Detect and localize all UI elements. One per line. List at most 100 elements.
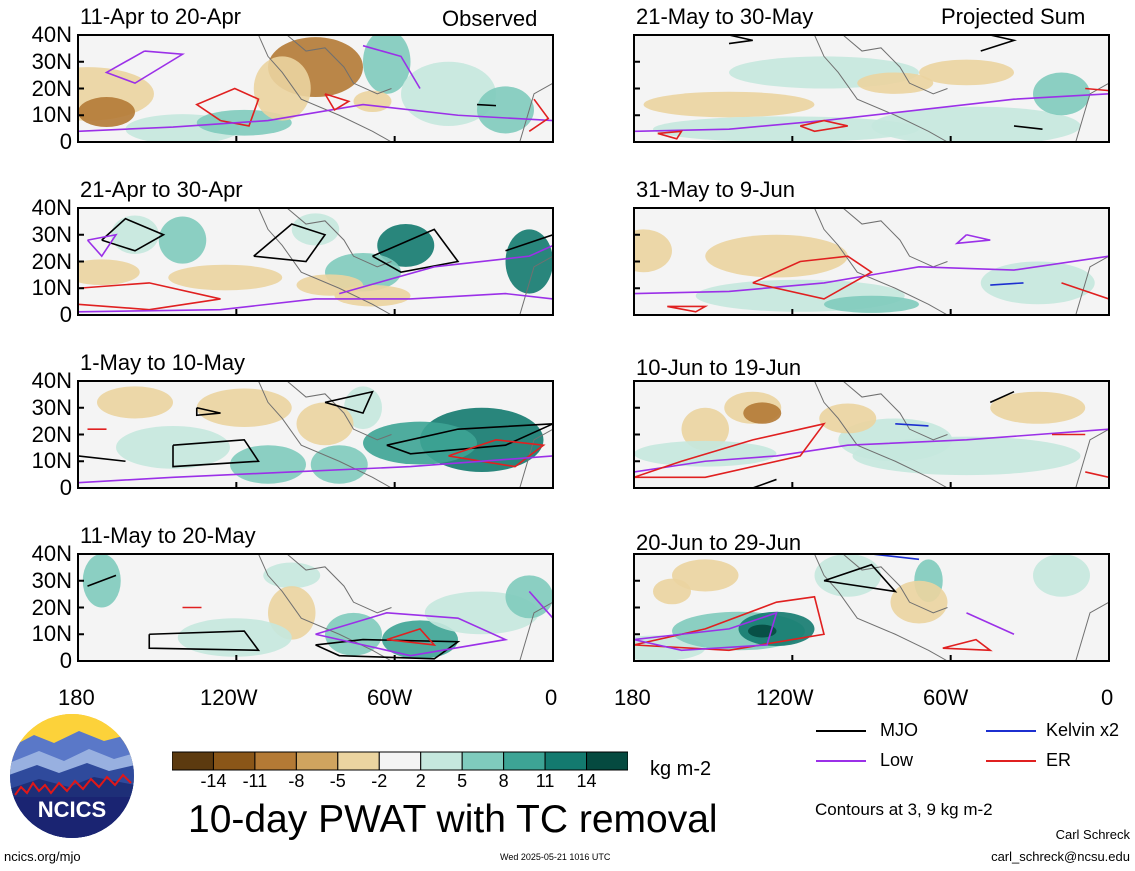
colorbar-swatch: [586, 751, 628, 771]
x-tick-label: 180: [614, 685, 651, 710]
y-tick-label: 30N: [31, 394, 72, 420]
map-panel: [77, 553, 554, 662]
contour-low: [104, 50, 186, 85]
colorbar-swatch: [337, 751, 380, 771]
svg-text:NCICS: NCICS: [38, 797, 106, 822]
y-tick-label: 10N: [31, 448, 72, 474]
colorbar-swatch: [254, 751, 297, 771]
pwat-anomaly-blob: [291, 213, 340, 246]
pwat-anomaly-blob: [78, 97, 135, 128]
author-email[interactable]: carl_schreck@ncsu.edu: [991, 849, 1130, 864]
map-panel: [633, 207, 1110, 316]
contour-mjo: [78, 455, 126, 463]
pwat-anomaly-blob: [705, 234, 848, 278]
contour-low: [634, 93, 1109, 133]
coastline: [258, 381, 392, 488]
x-tick-label: 0: [1101, 685, 1114, 710]
map-panel: [77, 207, 554, 316]
contour-legend: [816, 730, 1036, 762]
map-panel: [633, 34, 1110, 143]
coastline: [286, 208, 392, 268]
pwat-anomaly-blob: [196, 388, 292, 428]
colorbar-units: kg m-2: [650, 758, 712, 780]
coastline: [842, 381, 948, 441]
coastline: [814, 208, 948, 315]
contour-er: [78, 282, 221, 311]
contour-mjo: [324, 390, 374, 415]
contour-er: [634, 422, 826, 479]
panel-title: 31-May to 9-Jun: [636, 177, 795, 202]
y-tick-label: 0: [59, 648, 72, 673]
pwat-anomaly-blob: [382, 620, 458, 659]
pwat-anomaly-blob: [230, 445, 306, 484]
colorbar-swatch: [378, 751, 422, 771]
coastline: [519, 428, 553, 488]
legend-label-kelvin: Kelvin x2: [1046, 720, 1120, 740]
colorbar-swatch: [172, 751, 214, 771]
contour-low: [78, 455, 553, 484]
map-panel: [633, 380, 1110, 489]
pwat-anomaly-blob: [890, 580, 948, 624]
y-tick-label: 10N: [31, 621, 72, 647]
colorbar-swatch: [544, 751, 588, 771]
colorbar-label: -11: [242, 771, 268, 791]
y-tick-label: 20N: [31, 594, 72, 620]
contour-low: [339, 244, 553, 295]
colorbar-swatch: [295, 751, 339, 771]
contour-mjo: [989, 390, 1015, 404]
contour-low: [362, 44, 421, 89]
colorbar-label: -14: [200, 771, 227, 791]
x-tick-label: 180: [58, 685, 95, 710]
legend-label-er: ER: [1046, 750, 1072, 770]
source-url[interactable]: ncics.org/mjo: [4, 849, 81, 864]
contour-mjo: [752, 478, 777, 488]
y-tick-label: 40N: [31, 368, 72, 393]
contour-low: [315, 612, 509, 657]
colorbar: [172, 751, 628, 771]
pwat-anomaly-blob: [344, 386, 382, 430]
y-tick-label: 10N: [31, 275, 72, 301]
contour-er: [752, 255, 874, 300]
legend-label-low: Low: [880, 750, 914, 770]
contour-mjo: [372, 228, 460, 274]
coastline: [258, 554, 392, 661]
pwat-anomaly-blob: [477, 86, 534, 134]
contour-low: [634, 255, 1109, 295]
pwat-anomaly-blob: [177, 618, 292, 657]
y-tick-label: 0: [59, 475, 72, 500]
pwat-anomaly-blob: [353, 90, 392, 113]
legend-label-mjo: MJO: [880, 720, 918, 740]
contour-low: [78, 103, 553, 133]
y-tick-label: 30N: [31, 567, 72, 593]
y-tick-label: 30N: [31, 48, 72, 74]
pwat-anomaly-blob: [505, 575, 553, 619]
contour-er: [942, 638, 993, 652]
panel-title: 1-May to 10-May: [80, 350, 246, 375]
contour-mjo: [172, 439, 260, 468]
panel-tag-observed: Observed: [442, 6, 538, 31]
x-tick-label: 120W: [756, 685, 814, 710]
coastline: [1075, 601, 1109, 661]
panel-title: 21-May to 30-May: [636, 4, 814, 29]
contour-low: [954, 233, 991, 245]
contour-mjo: [1013, 125, 1043, 130]
contour-mjo: [823, 563, 898, 593]
colorbar-swatch: [212, 751, 256, 771]
colorbar-swatch: [420, 751, 463, 771]
coastline: [1075, 82, 1109, 142]
pwat-anomaly-blob: [325, 612, 382, 656]
contour-er: [195, 87, 260, 127]
pwat-anomaly-blob: [310, 445, 368, 484]
colorbar-swatch: [503, 751, 546, 771]
pwat-anomaly-blob: [97, 386, 173, 419]
contour-er: [799, 119, 848, 133]
pwat-anomaly-blob: [401, 61, 496, 126]
map-panel: [77, 380, 554, 489]
y-tick-label: 0: [59, 302, 72, 327]
contour-mjo: [386, 423, 553, 455]
y-tick-label: 20N: [31, 75, 72, 101]
pwat-anomaly-blob: [743, 402, 782, 424]
y-tick-label: 40N: [31, 22, 72, 47]
pwat-anomaly-blob: [857, 72, 934, 94]
coastline: [519, 601, 553, 661]
